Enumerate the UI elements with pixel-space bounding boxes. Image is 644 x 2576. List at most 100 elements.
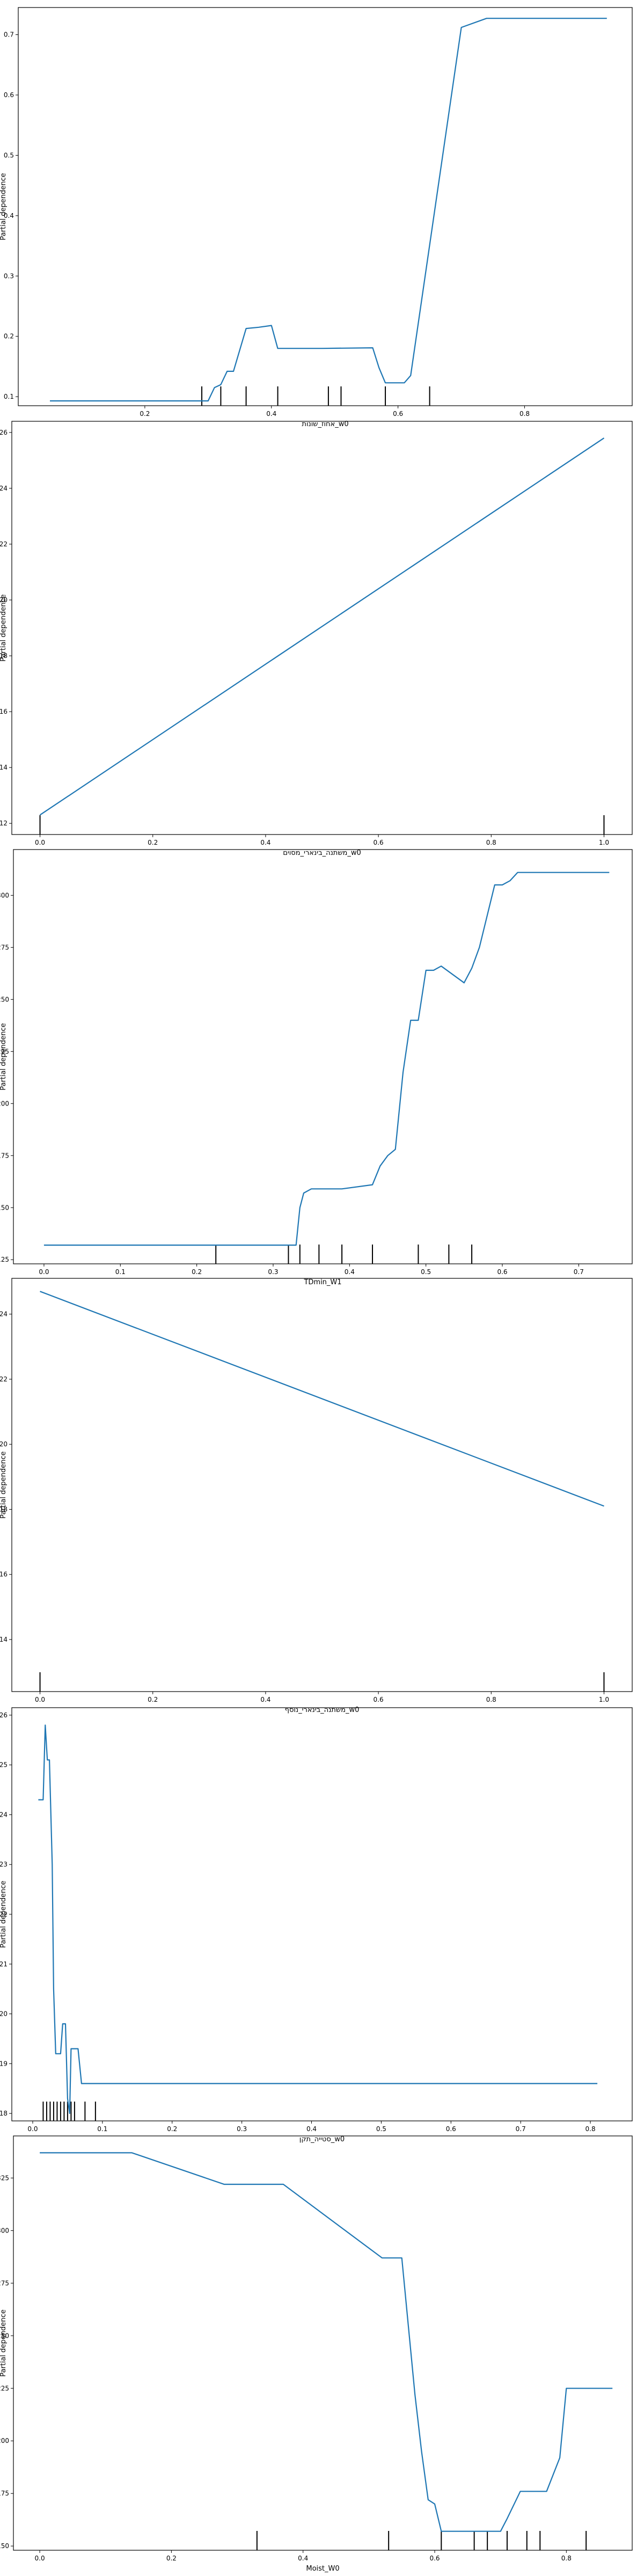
y-tick-label: 0.22 (0, 1375, 8, 1383)
x-axis-label: TDmin_W1 (303, 1278, 341, 1286)
axes-frame (13, 849, 633, 1264)
y-axis-label: Partial dependence (0, 1880, 8, 1948)
chart-panel-5: 0.0 0.1 0.2 0.3 0.4 0.5 0.6 0.7 0.8 0.18 0.19 0.20 0… (0, 1707, 633, 2143)
x-tick-label: 0.8 (561, 2555, 572, 2562)
y-tick-label: 0.225 (0, 2384, 9, 2392)
y-tick-label: 0.24 (0, 1811, 8, 1818)
x-tick-label: 0.4 (260, 1696, 270, 1703)
x-tick-label: 1.0 (599, 839, 609, 846)
y-tick-label: 0.22 (0, 1911, 8, 1918)
x-tick-label: 0.1 (115, 1268, 126, 1276)
x-axis-label: סטייה_תקן_w0 (299, 2135, 345, 2143)
y-tick-label: 0.300 (0, 891, 9, 899)
x-tick-label: 0.7 (574, 1268, 584, 1276)
y-tick-label: 0.7 (4, 31, 14, 39)
y-axis-label: Partial dependence (0, 594, 8, 661)
y-tick-label: 0.200 (0, 1100, 9, 1107)
x-tick-label: 0.0 (27, 2125, 38, 2133)
partial-dependence-line (40, 2152, 613, 2532)
axes-frame (18, 7, 633, 406)
partial-dependence-line (43, 872, 610, 1246)
x-tick-label: 0.0 (39, 1268, 49, 1276)
y-axis-label: Partial dependence (0, 1023, 8, 1090)
y-tick-label: 0.175 (0, 2490, 9, 2497)
y-tick-label: 0.16 (0, 1571, 8, 1578)
partial-dependence-line (38, 1724, 598, 2114)
y-tick-label: 0.150 (0, 1204, 9, 1211)
x-axis-label: אחוז_שונות_w0 (302, 420, 348, 428)
x-tick-label: 0.5 (421, 1268, 431, 1276)
x-tick-label: 1.0 (599, 1696, 609, 1703)
x-tick-label: 0.0 (35, 839, 45, 846)
chart-panel-3: 0.0 0.1 0.2 0.3 0.4 0.5 0.6 0.7 0.125 0.150 0.175 0… (0, 849, 633, 1286)
x-tick-label: 0.8 (586, 2125, 596, 2133)
axes-frame (11, 1278, 633, 1692)
y-tick-label: 0.250 (0, 2332, 9, 2339)
y-tick-label: 0.275 (0, 2279, 9, 2287)
x-tick-label: 0.5 (376, 2125, 386, 2133)
x-axis-label: משתנה_בינארי_נוסף_w0 (285, 1706, 360, 1714)
y-tick-label: 0.23 (0, 1861, 8, 1868)
x-tick-label: 0.2 (148, 839, 158, 846)
x-tick-label: 0.0 (35, 1696, 45, 1703)
x-tick-label: 0.1 (97, 2125, 107, 2133)
x-tick-label: 0.2 (148, 1696, 158, 1703)
y-axis-label: Partial dependence (0, 2309, 8, 2376)
x-tick-label: 0.4 (266, 410, 276, 418)
y-tick-label: 0.250 (0, 996, 9, 1003)
x-tick-label: 0.7 (516, 2125, 526, 2133)
y-tick-label: 0.20 (0, 596, 8, 604)
x-tick-label: 0.6 (429, 2555, 440, 2562)
axes-frame (11, 1707, 633, 2121)
x-tick-label: 0.6 (374, 1696, 384, 1703)
axes-frame (11, 421, 633, 835)
x-tick-label: 0.6 (393, 410, 403, 418)
x-tick-label: 0.0 (35, 2555, 45, 2562)
y-tick-label: 0.18 (0, 2110, 8, 2117)
partial-dependence-line (39, 437, 605, 816)
y-axis-label: Partial dependence (0, 1451, 8, 1518)
axes-frame (13, 2135, 633, 2551)
y-tick-label: 0.325 (0, 2174, 9, 2182)
x-tick-label: 0.3 (268, 1268, 278, 1276)
y-tick-label: 0.6 (4, 91, 14, 99)
y-tick-label: 0.22 (0, 540, 8, 548)
x-tick-label: 0.2 (167, 2125, 177, 2133)
y-tick-label: 0.225 (0, 1048, 9, 1055)
y-tick-label: 0.26 (0, 1711, 8, 1719)
x-tick-label: 0.2 (140, 410, 150, 418)
y-tick-label: 0.12 (0, 819, 8, 827)
y-tick-label: 0.2 (4, 333, 14, 340)
y-tick-label: 0.25 (0, 1761, 8, 1769)
x-tick-label: 0.4 (260, 839, 270, 846)
x-tick-label: 0.4 (345, 1268, 355, 1276)
x-tick-label: 0.6 (374, 839, 384, 846)
y-tick-label: 0.19 (0, 2060, 8, 2067)
chart-panel-1: 0.2 0.4 0.6 0.8 0.1 0.2 0.3 0.4 0.5 0.6 0.7 אחוז_שו… (0, 7, 633, 428)
y-tick-label: 0.26 (0, 429, 8, 436)
y-tick-label: 0.24 (0, 1311, 8, 1318)
y-tick-label: 0.200 (0, 2437, 9, 2445)
x-tick-label: 0.8 (519, 410, 530, 418)
x-tick-label: 0.4 (298, 2555, 308, 2562)
x-tick-label: 0.2 (192, 1268, 202, 1276)
x-axis-label: Moist_W0 (306, 2565, 339, 2573)
y-tick-label: 0.14 (0, 1636, 8, 1643)
y-tick-label: 0.300 (0, 2227, 9, 2234)
y-tick-label: 0.150 (0, 2542, 9, 2550)
partial-dependence-line (40, 1291, 604, 1507)
y-tick-label: 0.18 (0, 1505, 8, 1513)
x-tick-label: 0.8 (486, 1696, 496, 1703)
x-tick-label: 0.6 (497, 1268, 507, 1276)
y-tick-label: 0.20 (0, 1440, 8, 1448)
y-axis-label: Partial dependence (0, 173, 8, 240)
x-tick-label: 0.3 (237, 2125, 247, 2133)
y-tick-label: 0.275 (0, 943, 9, 951)
y-tick-label: 0.5 (4, 151, 14, 159)
y-tick-label: 0.1 (4, 393, 14, 400)
y-tick-label: 0.175 (0, 1152, 9, 1159)
x-axis-label: משתנה_בינארי_מסוים_w0 (283, 849, 361, 857)
chart-panel-4: 0.0 0.2 0.4 0.6 0.8 1.0 0.14 0.16 0.18 0.20 0.22 0.… (0, 1278, 633, 1714)
x-tick-label: 0.8 (486, 839, 496, 846)
